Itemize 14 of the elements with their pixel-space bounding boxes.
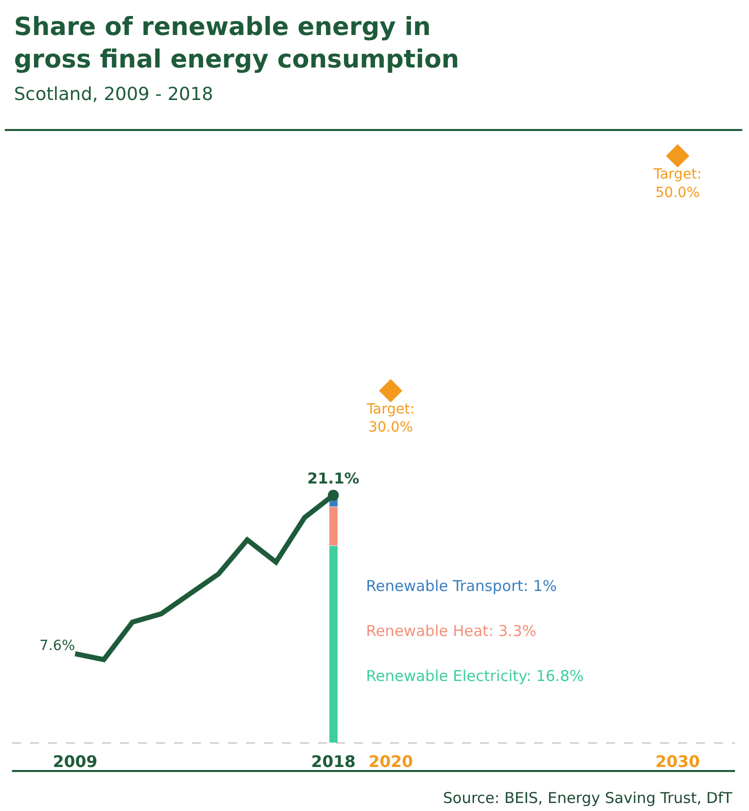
x-tick-label: 2030 bbox=[655, 752, 700, 771]
data-label: Target: 50.0% bbox=[652, 166, 702, 201]
data-label: 21.1% bbox=[307, 470, 360, 488]
x-tick-label: 2018 bbox=[311, 752, 356, 771]
x-tick-label: 2009 bbox=[52, 752, 98, 771]
series-label: Renewable Electricity: 16.8% bbox=[366, 667, 584, 685]
x-tick-label: 2020 bbox=[368, 752, 413, 771]
chart-title: Share of renewable energy in gross final energy consumption bbox=[14, 12, 460, 74]
text: Renewable Heat: 3.3% bbox=[366, 622, 536, 640]
data-label: Target: 30.0% bbox=[366, 401, 415, 436]
data-label: 7.6% bbox=[40, 638, 76, 654]
text: Renewable Transport: 1% bbox=[366, 577, 557, 595]
source-note: Source: BEIS, Energy Saving Trust, DfT bbox=[443, 789, 734, 807]
chart-subtitle: Scotland, 2009 - 2018 bbox=[14, 84, 214, 105]
